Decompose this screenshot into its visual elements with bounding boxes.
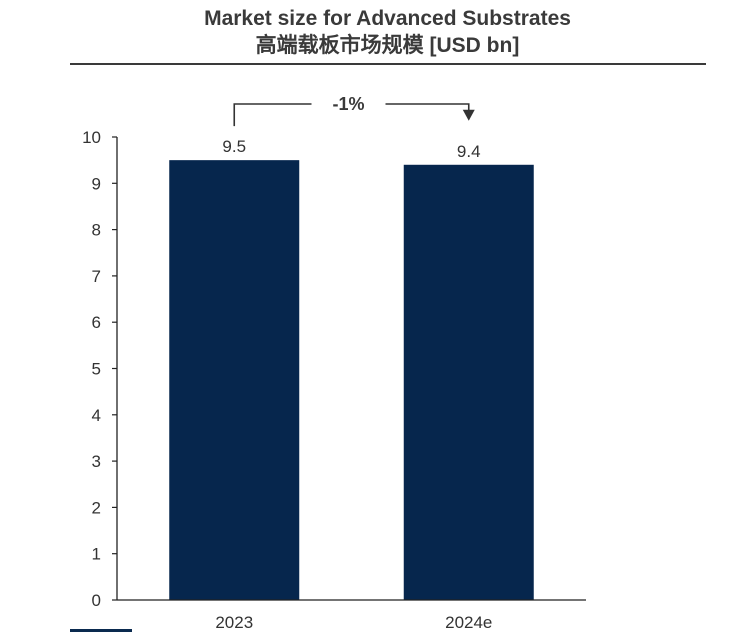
y-tick-label: 8 bbox=[92, 221, 101, 240]
y-tick-label: 6 bbox=[92, 313, 101, 332]
y-tick-label: 4 bbox=[92, 406, 101, 425]
chart-subtitle: 高端载板市场规模 [USD bn] bbox=[255, 34, 520, 57]
chart-title: Market size for Advanced Substrates bbox=[204, 7, 571, 30]
y-tick-label: 1 bbox=[92, 545, 101, 564]
bracket-right bbox=[385, 103, 470, 111]
y-tick-label: 10 bbox=[82, 128, 101, 147]
bar-2023 bbox=[169, 160, 300, 600]
bracket-left bbox=[233, 103, 312, 127]
y-tick-label: 0 bbox=[92, 591, 101, 610]
axis-layer: 2023 2024e 0 1 2 3 4 5 6 7 8 9 10 bbox=[82, 128, 586, 632]
value-label: 9.5 bbox=[222, 137, 246, 156]
bars-layer: 9.5 9.4 bbox=[169, 137, 534, 600]
bar-2024e bbox=[403, 164, 534, 600]
y-tick-label: 7 bbox=[92, 267, 101, 286]
arrow-head-icon bbox=[462, 109, 475, 121]
value-label: 9.4 bbox=[457, 142, 481, 161]
y-tick-label: 3 bbox=[92, 452, 101, 471]
y-tick-label: 9 bbox=[92, 174, 101, 193]
change-annotation: -1% bbox=[233, 94, 475, 127]
y-tick-label: 2 bbox=[92, 498, 101, 517]
x-tick-label: 2024e bbox=[445, 613, 492, 632]
change-label: -1% bbox=[332, 94, 364, 114]
footer-accent-bar bbox=[70, 629, 132, 632]
y-tick-label: 5 bbox=[92, 360, 101, 379]
x-tick-label: 2023 bbox=[215, 613, 253, 632]
title-divider bbox=[70, 63, 706, 65]
